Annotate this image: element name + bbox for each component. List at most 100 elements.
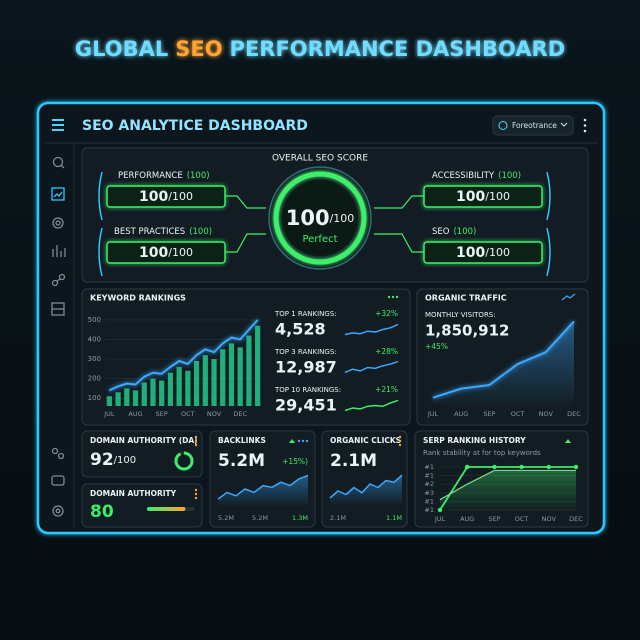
sidebar-icon[interactable] [51, 447, 65, 460]
connector [225, 233, 266, 253]
menu-button[interactable] [52, 119, 64, 131]
metric-label: ACCESSIBILITY (100) [432, 171, 521, 181]
da-arc [174, 451, 194, 471]
bar [193, 361, 200, 406]
bar [167, 372, 174, 406]
metric-number: 100 [456, 245, 485, 261]
panel-menu-dot[interactable] [194, 492, 198, 496]
bar [246, 335, 252, 406]
label: 1.1M [386, 514, 402, 522]
label: KEYWORD RANKINGS [90, 294, 186, 303]
ring-outer [268, 166, 372, 270]
panel-menu-dot[interactable] [398, 439, 402, 443]
page-title: GLOBAL SEO PERFORMANCE DASHBOARD [75, 37, 565, 61]
panel-menu-dot[interactable] [398, 435, 402, 439]
metric-badge: (100) [189, 227, 212, 237]
label: OVERALL SEO SCORE [272, 154, 368, 164]
sidebar-icon[interactable] [52, 217, 64, 229]
metric-number: 100 [456, 189, 485, 205]
kebab-menu[interactable] [583, 118, 587, 133]
score-number: 100 [286, 206, 330, 230]
y-tick-label: #1 [424, 472, 434, 480]
sidebar-icon[interactable] [51, 273, 66, 287]
label: +32% [375, 309, 398, 318]
x-tick-label: NOV [207, 410, 222, 418]
panel-menu-dot[interactable] [194, 443, 198, 447]
panel-menu-dot[interactable] [194, 439, 198, 443]
rank-point [519, 464, 524, 470]
metric-badge: (100) [498, 171, 521, 181]
rank-area [440, 470, 576, 510]
label: 5.2M [218, 514, 234, 522]
metric-name: BEST PRACTICES [114, 227, 185, 237]
panel-menu-dot[interactable] [194, 435, 198, 439]
panel-menu-dot[interactable] [387, 295, 391, 299]
connector [374, 233, 424, 253]
panel-menu-dot[interactable] [395, 295, 399, 299]
sparkline [217, 474, 309, 500]
traffic-area [433, 321, 574, 405]
label: ORGANIC CLICKS [330, 436, 401, 445]
sidebar-icon[interactable] [52, 505, 64, 517]
bar [237, 347, 243, 406]
x-tick-label: JUL [434, 515, 446, 523]
label: +15%) [282, 457, 308, 466]
metric-number: 100 [139, 189, 168, 205]
title-part: GLOBAL [75, 37, 168, 61]
bar [211, 359, 217, 406]
label: 12,987 [275, 358, 337, 377]
panel-menu-dot[interactable] [301, 439, 305, 443]
x-tick-label: SEP [156, 410, 168, 418]
sidebar-icon[interactable] [51, 187, 65, 201]
up-icon [289, 439, 295, 443]
label: TOP 3 RANKINGS: [274, 348, 337, 356]
sparkline [329, 474, 403, 499]
sidebar-icon[interactable] [52, 156, 65, 169]
x-tick-label: OCT [515, 515, 529, 523]
traffic-line [432, 320, 575, 399]
metric-number: 100 [139, 245, 168, 261]
panel-menu-dot[interactable] [194, 488, 198, 492]
bracket [546, 171, 551, 221]
metric-max: /100 [485, 246, 510, 259]
metric-value: 100/100 [456, 245, 510, 261]
x-tick-label: JUL [103, 410, 115, 418]
panel-menu-dot[interactable] [391, 295, 395, 299]
x-tick-label: AUG [454, 410, 468, 418]
score-value: 100/100 [286, 206, 355, 230]
label: 4,528 [275, 320, 326, 339]
metric-badge: (100) [453, 227, 476, 237]
y-tick-label: 100 [88, 394, 101, 402]
panel-menu-dot[interactable] [297, 439, 301, 443]
bar [159, 380, 165, 406]
panel [81, 430, 203, 478]
panel-menu-dot[interactable] [305, 439, 309, 443]
metric-value: 100/100 [139, 245, 193, 261]
label: 80 [90, 502, 114, 522]
bar [255, 325, 261, 406]
label: +21% [375, 385, 398, 394]
y-tick-label: #1 [424, 506, 434, 514]
metric-value: 100/100 [456, 189, 510, 205]
metric-label: SEO (100) [432, 227, 476, 237]
da-max: /100 [114, 455, 136, 466]
panel-menu-dot[interactable] [398, 443, 402, 447]
label: 1,850,912 [425, 322, 509, 340]
metric-max: /100 [168, 190, 193, 203]
sidebar-icon[interactable] [52, 245, 66, 257]
sidebar-icon[interactable] [51, 475, 65, 486]
rank-point [465, 464, 470, 470]
sparkline [344, 399, 399, 412]
panel-menu-dot[interactable] [194, 496, 198, 500]
metric-label: BEST PRACTICES (100) [114, 227, 212, 237]
metric-max: /100 [485, 190, 510, 203]
window-title: SEO ANALYTICE DASHBOARD [82, 118, 308, 134]
label: 2.1M [330, 451, 377, 471]
sidebar-icon[interactable] [51, 302, 65, 316]
dropdown[interactable]: Foreotrance [492, 115, 574, 136]
label: 5.2M [252, 514, 268, 522]
label: 2.1M [330, 514, 346, 522]
x-tick-label: NOV [542, 515, 557, 523]
bar [124, 388, 130, 406]
